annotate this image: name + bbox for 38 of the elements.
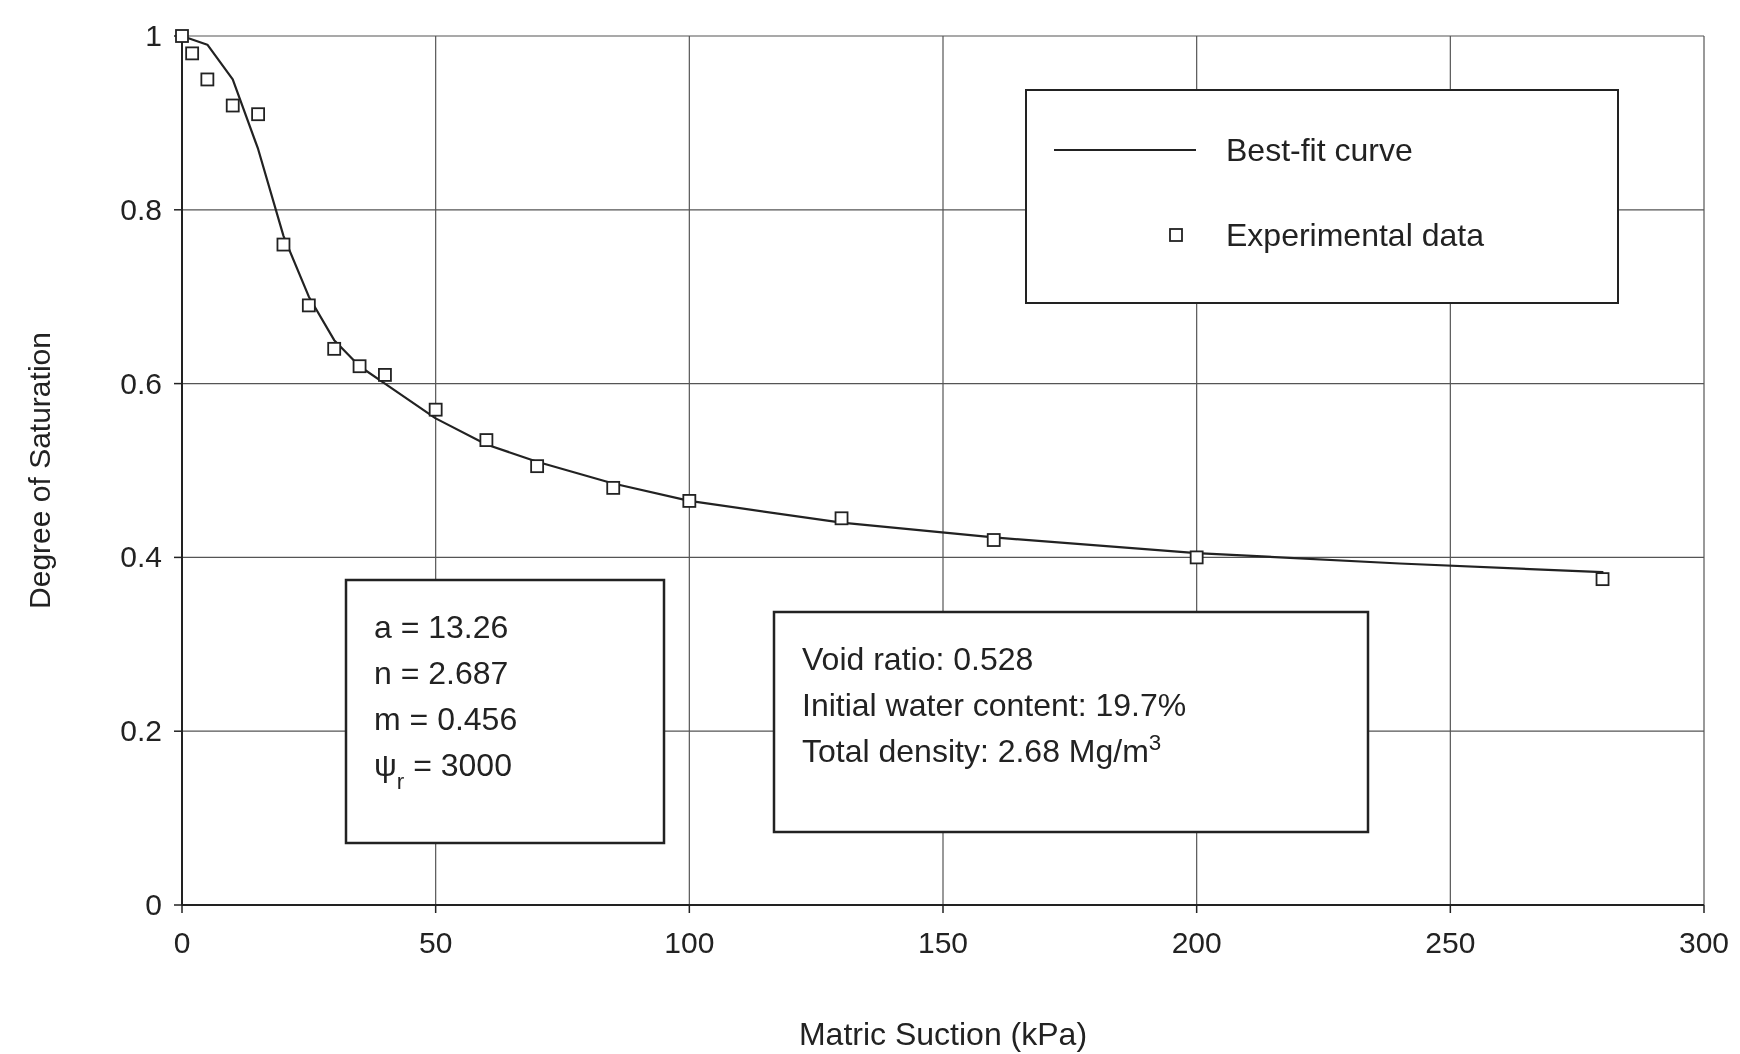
y-axis-title: Degree of Saturation [23,332,56,609]
y-tick-label: 0.6 [120,366,162,400]
note-box: Void ratio: 0.528 Initial water content: 19.7% Total density: 2.68 Mg/m$^{3}$ [772,610,1370,834]
point [834,511,849,526]
point [276,237,291,252]
y-tick-label: 0.4 [120,540,162,574]
x-tick-label: 150 [917,926,969,959]
point [428,402,443,417]
x-tick-label: 100 [664,926,715,959]
point [479,433,494,447]
x-tick-label: 300 [1678,926,1730,959]
y-tick-label: 0.2 [120,714,162,748]
x-tick-label: 0 [173,926,191,959]
point [301,298,316,313]
x-tick-label: 250 [1425,926,1476,959]
point [251,107,265,122]
point [606,480,621,495]
point [530,459,545,474]
x-tick-label: 200 [1171,926,1222,959]
point [682,494,697,508]
point [200,72,215,87]
y-tick-label: 1 [145,19,162,52]
point [185,46,200,61]
point [986,533,1001,547]
point [327,341,342,356]
point [1189,550,1204,565]
point [225,98,240,113]
annotation: Void ratio: 0.528 Initial water content: 19.7% Total density: 2.68 Mg/m$^{3}$ [802,641,1187,769]
legend-label: Experimental data [1226,217,1485,253]
annotation: a = 13.26 n = 2.687 m = 0.456 ψ$_{r}$ = 3000 [374,609,518,794]
point [1595,572,1610,587]
x-axis-title: Matric Suction (kPa) [798,1016,1088,1052]
note-box: a = 13.26 n = 2.687 m = 0.456 ψ$_{r}$ = 3000 [344,578,666,845]
y-tick-label: 0 [145,888,162,921]
legend-label: Best-fit curve [1226,132,1413,168]
x-tick-label: 50 [418,926,453,959]
y-tick-label: 0.8 [120,192,162,226]
point [352,359,367,374]
